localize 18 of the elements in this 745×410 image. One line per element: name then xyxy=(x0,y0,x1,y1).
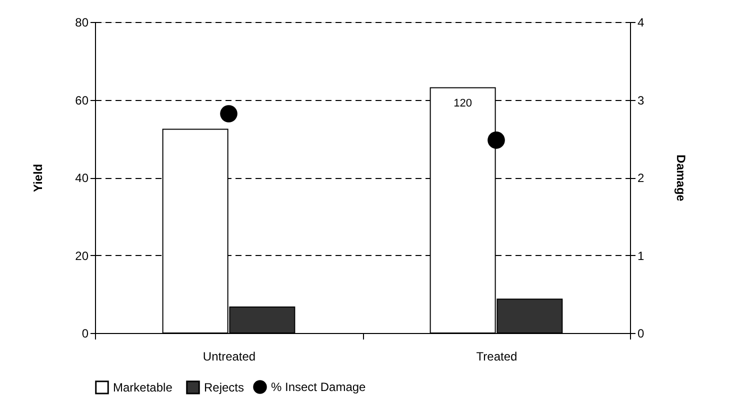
y-axis-title: Yield xyxy=(31,164,46,192)
y2-tick-label: 0 xyxy=(638,326,644,340)
y-tick-label: 60 xyxy=(75,93,89,108)
y-tick-label: 80 xyxy=(75,16,89,30)
y-tick-label: 20 xyxy=(75,248,89,263)
y2-tick-label: 1 xyxy=(638,248,644,263)
legend-label: Rejects xyxy=(204,380,244,394)
y2-tick-label: 3 xyxy=(638,93,644,108)
y-tick-label: 40 xyxy=(75,171,89,185)
legend-label: % Insect Damage xyxy=(271,380,366,394)
x-tick-label: Untreated xyxy=(202,350,256,364)
y2-axis-title: Damage xyxy=(674,154,688,202)
y2-tick-label: 2 xyxy=(638,171,644,185)
x-tick-label: Treated xyxy=(476,350,518,364)
y-tick-label: 0 xyxy=(82,326,89,340)
annotation: 120 xyxy=(454,98,472,110)
legend-label: Marketable xyxy=(113,380,173,394)
y2-tick-label: 4 xyxy=(638,16,644,30)
